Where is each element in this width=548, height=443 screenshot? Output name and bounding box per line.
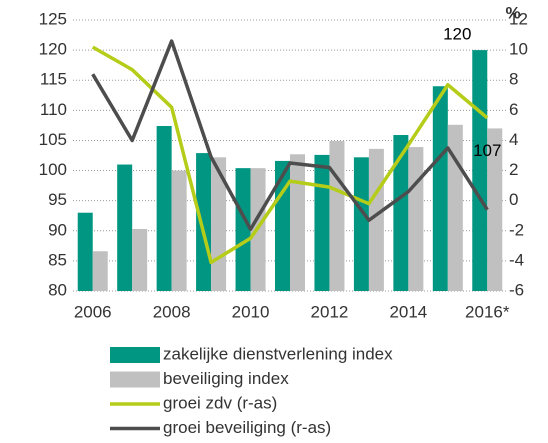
y2-tick-label: -2 xyxy=(509,220,524,239)
y-tick-label: 85 xyxy=(48,250,67,269)
legend-swatch xyxy=(110,347,160,363)
bar xyxy=(132,228,148,291)
x-tick-label: 2006 xyxy=(74,302,112,321)
bar xyxy=(353,157,369,291)
y-tick-label: 95 xyxy=(48,190,67,209)
y2-tick-label: 0 xyxy=(509,190,518,209)
bar xyxy=(314,154,330,291)
legend-label: zakelijke dienstverlening index xyxy=(163,344,393,363)
y-tick-label: 90 xyxy=(48,220,67,239)
x-tick-label: 2012 xyxy=(311,302,349,321)
y2-tick-label: 4 xyxy=(509,130,518,149)
y-tick-label: 115 xyxy=(40,70,67,89)
bar xyxy=(117,164,133,291)
bar xyxy=(196,153,212,291)
bar xyxy=(171,170,187,291)
x-tick-label: 2014 xyxy=(389,302,427,321)
line xyxy=(91,39,489,232)
legend-label: beveiliging index xyxy=(163,369,289,388)
y2-tick-label: -6 xyxy=(509,280,524,299)
y2-tick-label: 2 xyxy=(509,160,518,179)
bar xyxy=(432,86,448,291)
x-tick-label: 2016* xyxy=(465,302,510,321)
data-label: 120 xyxy=(443,25,471,44)
y-tick-label: 105 xyxy=(39,130,67,149)
y2-tick-label: 12 xyxy=(509,9,528,28)
bar xyxy=(235,168,251,291)
bar xyxy=(275,160,290,291)
y2-tick-label: 10 xyxy=(509,40,528,59)
legend-label: groei zdv (r-as) xyxy=(163,393,277,412)
bar xyxy=(472,50,488,291)
bar xyxy=(487,128,503,291)
bar xyxy=(329,141,345,291)
bar xyxy=(92,251,108,291)
bar xyxy=(290,154,305,291)
y-tick-label: 80 xyxy=(48,280,67,299)
data-label: 107 xyxy=(473,141,501,160)
y2-tick-label: 6 xyxy=(509,100,518,119)
bar xyxy=(156,125,172,291)
y-tick-label: 125 xyxy=(39,9,67,28)
x-tick-label: 2008 xyxy=(153,302,191,321)
y2-axis-label: % xyxy=(505,3,520,22)
y2-tick-label: 8 xyxy=(509,70,518,89)
line xyxy=(91,45,489,265)
y2-tick-label: -4 xyxy=(509,250,524,269)
legend-label: groei beveiliging (r-as) xyxy=(163,418,331,437)
bar xyxy=(408,147,424,291)
x-tick-label: 2010 xyxy=(232,302,270,321)
legend-swatch xyxy=(110,371,160,388)
y-tick-label: 110 xyxy=(40,100,67,119)
y-tick-label: 120 xyxy=(39,40,67,59)
y-tick-label: 100 xyxy=(39,160,67,179)
bar xyxy=(393,135,409,291)
bar xyxy=(211,157,227,291)
bar xyxy=(77,212,93,291)
